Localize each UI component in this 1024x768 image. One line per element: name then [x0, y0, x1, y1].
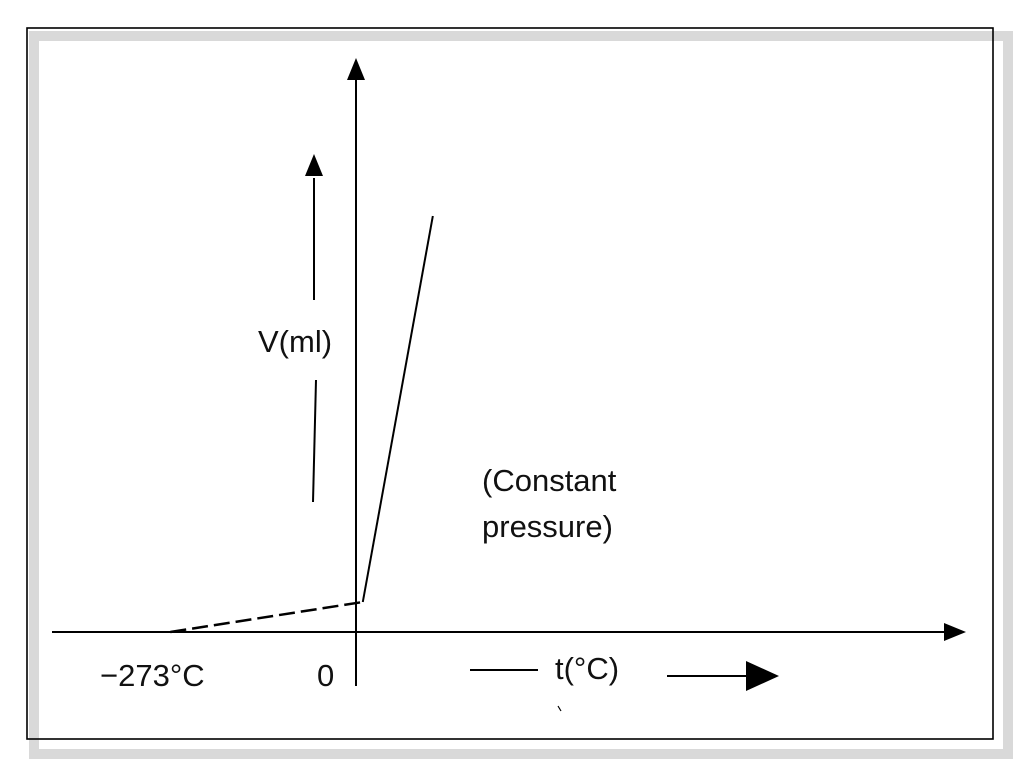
- xlabel-arrowhead: [746, 661, 779, 691]
- ylabel-up-arrowhead: [305, 154, 323, 176]
- x-axis-arrowhead: [944, 623, 966, 641]
- frame-border: [26, 27, 994, 740]
- constant-pressure-note: (Constant pressure): [482, 458, 702, 550]
- x-tick-label-origin: 0: [317, 658, 335, 693]
- extrapolated-volume-line: [170, 600, 363, 634]
- constant-pressure-line-1: (Constant: [482, 463, 617, 498]
- x-axis-label: t(°C): [555, 651, 620, 686]
- y-axis-label: V(ml): [258, 324, 333, 359]
- constant-pressure-line-2: pressure): [482, 508, 613, 544]
- frame-shadow: [29, 31, 1013, 759]
- stray-mark: [557, 705, 562, 712]
- x-tick-label-absolute-zero: −273°C: [100, 658, 205, 693]
- y-axis-arrowhead: [347, 58, 365, 80]
- volume-temperature-line: [361, 215, 434, 603]
- ylabel-lower-stroke: [312, 379, 317, 503]
